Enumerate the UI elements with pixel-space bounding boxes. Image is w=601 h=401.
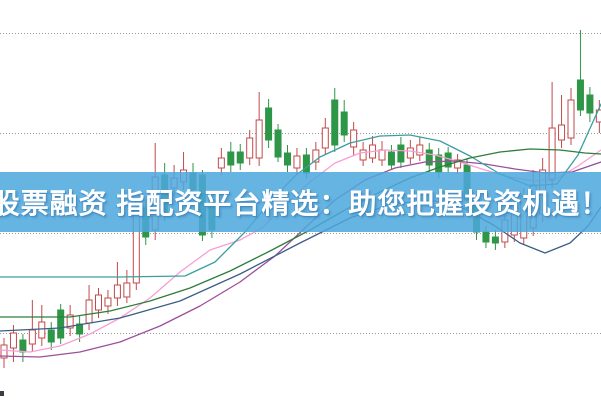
candle bbox=[340, 100, 348, 142]
candle bbox=[425, 143, 433, 172]
candle bbox=[567, 88, 575, 145]
candle bbox=[28, 300, 36, 352]
candle bbox=[246, 130, 254, 165]
candle bbox=[406, 140, 414, 164]
candle bbox=[236, 144, 244, 170]
candle bbox=[123, 270, 131, 303]
candle bbox=[47, 322, 55, 350]
promo-banner-text: 股票融资 指配资平台精选：助您把握投资机遇！ bbox=[0, 188, 601, 219]
candle bbox=[293, 148, 301, 174]
candle bbox=[0, 338, 8, 368]
candle bbox=[444, 147, 452, 173]
candle bbox=[104, 290, 112, 314]
candle bbox=[491, 230, 499, 250]
candle bbox=[387, 145, 395, 170]
candle bbox=[350, 122, 358, 155]
candle bbox=[19, 334, 27, 362]
candle bbox=[331, 88, 339, 152]
candle bbox=[57, 304, 65, 344]
candle bbox=[397, 137, 405, 168]
candle bbox=[586, 87, 594, 122]
candle bbox=[265, 99, 273, 148]
edge-artifact bbox=[0, 391, 4, 396]
candle bbox=[255, 92, 263, 166]
candle bbox=[378, 141, 386, 166]
gridlines bbox=[0, 33, 601, 334]
candle bbox=[576, 30, 584, 116]
candle bbox=[558, 95, 566, 148]
candle bbox=[217, 148, 225, 175]
promo-banner[interactable]: 股票融资 指配资平台精选：助您把握投资机遇！ bbox=[0, 172, 601, 232]
candle bbox=[359, 142, 367, 166]
candle bbox=[595, 100, 601, 133]
candle bbox=[312, 142, 320, 170]
candle bbox=[454, 154, 462, 174]
candle bbox=[113, 262, 121, 306]
candle bbox=[284, 145, 291, 172]
candle bbox=[369, 136, 377, 163]
candle bbox=[227, 142, 235, 172]
candle bbox=[38, 305, 46, 346]
candle bbox=[321, 118, 329, 155]
candle bbox=[416, 137, 424, 161]
candle bbox=[66, 305, 74, 336]
candle bbox=[274, 124, 282, 162]
